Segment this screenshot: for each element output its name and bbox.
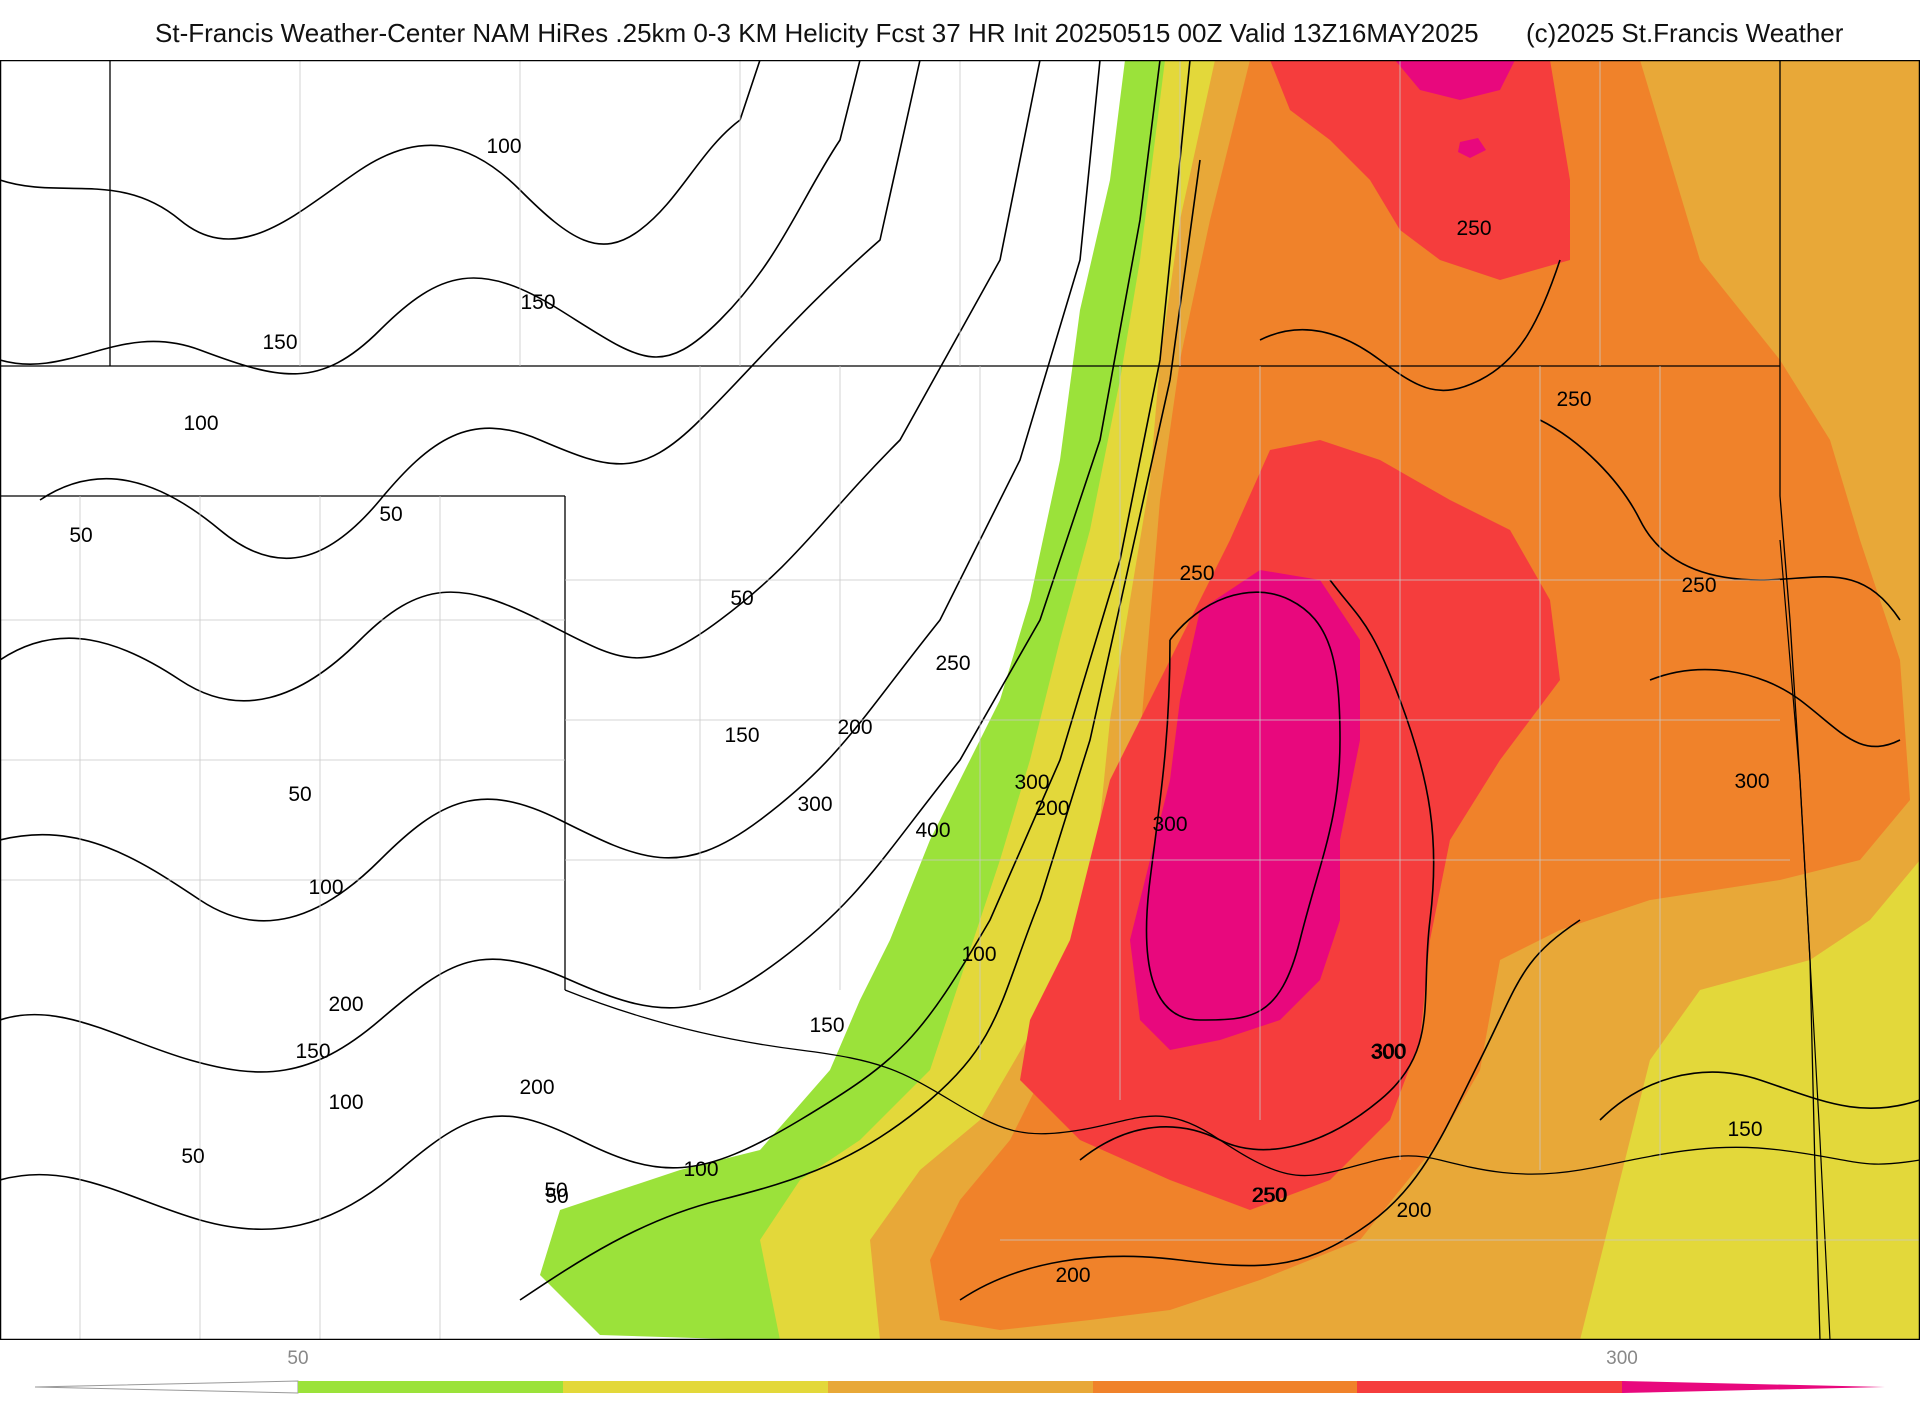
colorbar-segment (298, 1381, 563, 1393)
contour-label: 300 (1014, 771, 1049, 794)
contour-label: 150 (1727, 1118, 1762, 1141)
contour-label: 300 (1152, 813, 1187, 836)
contour-label: 50 (545, 1185, 568, 1208)
colorbar-segment (563, 1381, 828, 1393)
contour-label: 100 (308, 876, 343, 899)
map-canvas: 100 150 150 100 50 50 50 50 50 100 200 1… (0, 59, 1920, 1341)
contour-label: 200 (1396, 1199, 1431, 1222)
contour-label: 50 (730, 587, 753, 610)
colorbar-segment (828, 1381, 1093, 1393)
contour-label: 50 (288, 783, 311, 806)
contour-label: 150 (809, 1014, 844, 1037)
contour-label: 150 (724, 724, 759, 747)
contour-label: 250 (1456, 217, 1491, 240)
county-lines (0, 60, 1920, 1340)
contour-label: 250 (1252, 1184, 1287, 1207)
contour-label: 250 (1681, 574, 1716, 597)
colorbar-label-high: 300 (1606, 1348, 1638, 1369)
colorbar-label-low: 50 (287, 1348, 308, 1369)
contour-label: 100 (183, 412, 218, 435)
contour-label: 200 (519, 1076, 554, 1099)
contour-label: 50 (544, 1179, 567, 1202)
colorbar-canvas: 50 300 (34, 1348, 1885, 1394)
copyright-text: (c)2025 St.Francis Weather (1526, 18, 1844, 48)
contour-label: 150 (520, 291, 555, 314)
colorbar: 50 300 (0, 1340, 1920, 1400)
colorbar-left-arrow (34, 1380, 299, 1394)
contour-label: 200 (1034, 797, 1069, 820)
contour-label: 300 (797, 793, 832, 816)
contour-label: 250 (1179, 562, 1214, 585)
shade-red-north (1270, 60, 1570, 280)
contour-label: 200 (1055, 1264, 1090, 1287)
helicity-shading (540, 60, 1920, 1340)
shade-magenta-north-dot (1458, 138, 1486, 158)
contour-label: 100 (486, 135, 521, 158)
contour-label: 250 (935, 652, 970, 675)
contour-label: 50 (69, 524, 92, 547)
contour-label-group: 100 150 150 100 50 50 50 50 50 100 200 1… (69, 135, 1769, 1287)
contour-label: 100 (961, 943, 996, 966)
contour-label: 200 (837, 716, 872, 739)
contour-label: 250 (1556, 388, 1591, 411)
chart-title: St-Francis Weather-Center NAM HiRes .25k… (155, 18, 1479, 48)
colorbar-right-arrow (1622, 1381, 1885, 1393)
shade-magenta-north (1395, 60, 1515, 100)
chart-title-bar: St-Francis Weather-Center NAM HiRes .25k… (0, 14, 1920, 54)
contour-label: 50 (181, 1145, 204, 1168)
contour-label: 300 (1734, 770, 1769, 793)
contour-label: 400 (915, 819, 950, 842)
contour-label: 100 (328, 1091, 363, 1114)
helicity-map: 100 150 150 100 50 50 50 50 50 100 200 1… (0, 59, 1920, 1341)
contour-label: 250 (1251, 1184, 1286, 1207)
contour-lines (0, 59, 1920, 1341)
contour-label: 50 (379, 503, 402, 526)
contour-label: 150 (295, 1040, 330, 1063)
contour-label: 300 (1370, 1041, 1405, 1064)
colorbar-segment (1093, 1381, 1357, 1393)
shade-lightorange-east (1770, 100, 1920, 620)
contour-label: 150 (262, 331, 297, 354)
contour-label: 300 (1371, 1040, 1406, 1063)
state-borders (0, 60, 1920, 1341)
contour-label: 200 (328, 993, 363, 1016)
colorbar-segment (1357, 1381, 1622, 1393)
contour-label: 100 (683, 1158, 718, 1181)
